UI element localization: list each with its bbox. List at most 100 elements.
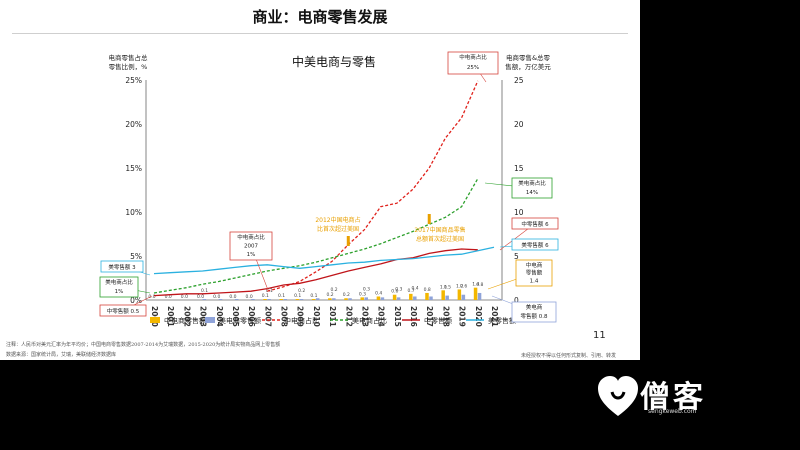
bar-data-label: 0.0 [246, 294, 253, 300]
left-tick-label: 5% [130, 252, 142, 261]
x-tick-label: 2006 [247, 306, 256, 327]
bar-data-label: 0.3 [363, 286, 370, 292]
x-tick-label: 2001 [166, 306, 175, 327]
bar-us-ecommerce [234, 299, 239, 300]
bar-data-label: 0.6 [391, 289, 398, 295]
bar-data-label: 1.2 [456, 283, 463, 289]
bar-us-ecommerce [413, 296, 417, 300]
left-tick-label: 20% [125, 120, 142, 129]
x-tick-label: 2021 [490, 306, 499, 327]
bar-cn-ecommerce [376, 296, 381, 300]
bar-data-label: 1.1 [440, 284, 447, 290]
right-tick-label: 20 [514, 120, 524, 129]
bar-data-label: 0.1 [201, 288, 208, 294]
left-tick-label: 15% [125, 164, 142, 173]
bar-cn-ecommerce [344, 298, 348, 300]
bar-cn-ecommerce [360, 297, 364, 300]
annotation-label: 美电商零售额 0.8 [521, 303, 548, 320]
annotation-box [511, 238, 559, 251]
bar-data-label: 0.0 [148, 294, 155, 300]
right-tick-label: 0 [514, 296, 519, 305]
line-cn-retail-sales [153, 248, 478, 297]
legend-label: 美电商零售额 [219, 316, 261, 325]
bar-data-label: 0.0 [213, 294, 220, 300]
annotation-box [447, 51, 499, 75]
bar-data-label: 0.2 [343, 292, 350, 298]
bar-data-label: 0.1 [294, 293, 301, 299]
legend-label: 中零售额 [424, 316, 452, 325]
x-tick-label: 2000 [150, 306, 159, 327]
footnote-notes: 注释：人民币对美元汇率为年平均价；中国电商零售数据2007-2014为艾瑞数据，… [6, 342, 281, 348]
bar-cn-ecommerce [409, 293, 413, 300]
line-cn-ecommerce-ratio [267, 80, 479, 292]
bar-data-label: 0.2 [331, 287, 338, 293]
legend-swatch [205, 317, 215, 323]
bar-us-ecommerce [283, 299, 288, 300]
bar-data-label: 0.3 [395, 286, 402, 292]
bar-cn-ecommerce [328, 298, 332, 300]
bar-us-ecommerce [332, 298, 336, 300]
left-tick-label: 25% [125, 76, 142, 85]
right-tick-label: 5 [514, 252, 519, 261]
x-tick-label: 2010 [312, 306, 321, 327]
bar-us-ecommerce [445, 295, 449, 300]
x-tick-label: 2009 [296, 306, 305, 327]
annotation-label: 美零售额 6 [521, 241, 549, 249]
bar-data-label: 0.2 [298, 288, 305, 294]
x-tick-label: 2016 [409, 306, 418, 327]
left-axis-title: 电商零售占总零售比例，% [109, 53, 149, 71]
title-divider [12, 33, 628, 34]
bar-data-label: 0.8 [476, 282, 483, 288]
x-tick-label: 2004 [215, 306, 224, 327]
x-tick-label: 2003 [199, 306, 208, 327]
page-number: 11 [593, 330, 606, 341]
x-tick-label: 2017 [425, 306, 434, 327]
bar-data-label: 0.5 [444, 285, 451, 291]
slide-title: 商业：电商零售发展 [252, 8, 388, 26]
bar-data-label: 0.4 [411, 285, 418, 291]
bar-data-label: 0.8 [424, 287, 431, 293]
annotation-box [511, 301, 557, 323]
bar-us-ecommerce [364, 297, 368, 300]
bar-data-label: 0.0 [229, 294, 236, 300]
annotation-2012-marker [346, 236, 350, 246]
bar-cn-ecommerce [392, 294, 397, 300]
x-tick-label: 2012 [344, 306, 353, 327]
bar-us-ecommerce [315, 298, 320, 300]
left-tick-label: 10% [125, 208, 142, 217]
annotation-box [99, 304, 147, 317]
bar-us-ecommerce [299, 299, 304, 300]
x-tick-label: 2008 [280, 306, 289, 327]
legend-label: 中电商占比 [284, 316, 319, 325]
x-tick-label: 2007 [263, 306, 272, 327]
slide: 商业：电商零售发展 中美电商与零售 电商零售占总零售比例，% 电商零售&总零售额，万… [0, 0, 640, 360]
x-tick-label: 2019 [458, 306, 467, 327]
bar-data-label: 0.0 [181, 294, 188, 300]
x-tick-label: 2011 [328, 306, 337, 327]
right-tick-label: 25 [514, 76, 524, 85]
annotation-2012: 2012中国电商占比首次超过美国 [315, 216, 360, 233]
chart-title: 中美电商与零售 [292, 54, 376, 69]
bar-data-label: 0.4 [375, 290, 382, 296]
x-tick-label: 2018 [441, 306, 450, 327]
bar-data-label: 1.4 [472, 282, 479, 288]
x-tick-label: 2005 [231, 306, 240, 327]
bar-cn-ecommerce [311, 299, 316, 300]
legend-label: 美零售额 [488, 316, 516, 325]
annotation-box [99, 276, 139, 298]
annotation-label: 中电商占比 2007 1% [237, 233, 265, 258]
annotation-label: 美零售额 3 [108, 263, 136, 271]
heart-logo-icon [598, 376, 638, 416]
right-tick-label: 15 [514, 164, 524, 173]
annotation-label: 中零售额 6 [521, 220, 549, 228]
bar-us-ecommerce [429, 296, 433, 300]
footnote-copyright: 未经授权不得以任何形式复制、引用、转发 [520, 353, 616, 359]
watermark-brand: 僧客 [640, 380, 706, 415]
x-tick-label: 2020 [474, 306, 483, 327]
annotation-label: 美电商占比 1% [105, 278, 133, 295]
bar-us-ecommerce [251, 299, 255, 300]
x-tick-label: 2013 [360, 306, 369, 327]
bar-data-label: 0.2 [327, 292, 334, 298]
bar-us-ecommerce [380, 297, 385, 300]
annotation-box [511, 217, 559, 230]
